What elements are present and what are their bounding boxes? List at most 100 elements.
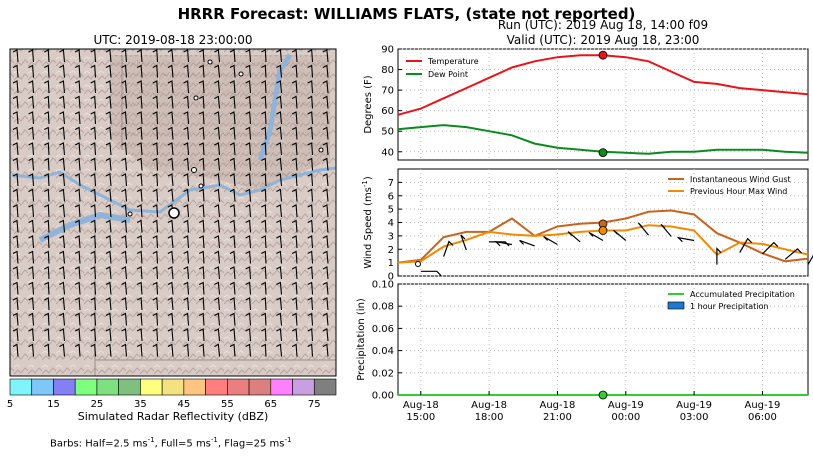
- map-wind-barb: [245, 142, 252, 156]
- map-wind-barb: [28, 266, 35, 280]
- map-stations: [127, 59, 324, 219]
- map-wind-barb: [74, 188, 81, 202]
- map-wind-barb: [105, 157, 112, 171]
- wind-barb: [784, 248, 802, 260]
- map-wind-barb: [229, 312, 236, 326]
- map-wind-barb: [105, 204, 112, 218]
- wind-barb: [588, 231, 604, 242]
- map-wind-barb: [245, 250, 252, 264]
- y-tick-label: 0.06: [372, 324, 394, 335]
- map-wind-barb: [291, 312, 298, 326]
- map-wind-barb: [229, 266, 236, 280]
- map-wind-barb: [183, 80, 190, 94]
- chart-title: HRRR Forecast: WILLIAMS FLATS, (state no…: [177, 5, 636, 23]
- map-wind-barb: [261, 266, 267, 280]
- map-wind-barb: [167, 281, 174, 295]
- map-wind-barb: [322, 312, 329, 326]
- map-wind-barb: [152, 204, 159, 218]
- map-wind-barb: [245, 111, 252, 125]
- map-wind-barb: [261, 126, 267, 140]
- x-tick-label-time: 15:00: [406, 412, 435, 423]
- map-wind-barb: [245, 173, 252, 187]
- map-wind-barb: [307, 188, 314, 202]
- map-wind-barb: [214, 64, 221, 78]
- map-wind-barb: [105, 281, 112, 295]
- y-tick-label: 7: [388, 178, 394, 189]
- wind-barb: [637, 222, 650, 236]
- map-wind-barb: [28, 142, 35, 156]
- map-wind-barb: [261, 250, 267, 264]
- map-wind-barb: [291, 235, 298, 249]
- y-tick-label: 0: [388, 272, 394, 283]
- map-wind-barb: [74, 173, 81, 187]
- map-wind-barb: [261, 64, 267, 78]
- map-wind-barb: [74, 235, 81, 249]
- map-wind-barb: [74, 111, 81, 125]
- map-wind-barb: [90, 266, 97, 280]
- y-axis-label: Precipitation (in): [356, 298, 367, 381]
- map-wind-barb: [105, 126, 112, 140]
- y-tick-label: 40: [381, 147, 394, 158]
- map-wind-barb: [12, 64, 19, 78]
- map-wind-barb: [152, 235, 159, 249]
- colorbar-swatch: [227, 378, 250, 396]
- map-wind-barb: [105, 95, 112, 109]
- map-wind-barb: [198, 111, 205, 125]
- map-wind-barb: [105, 312, 112, 326]
- colorbar-swatch: [270, 378, 293, 396]
- x-tick-label-time: 00:00: [611, 412, 640, 423]
- map-wind-barb: [44, 250, 50, 264]
- map-wind-barb: [59, 281, 66, 295]
- colorbar-tick-label: 55: [221, 399, 234, 410]
- x-tick-label-date: Aug-19: [608, 400, 644, 411]
- map-wind-barb: [307, 312, 314, 326]
- colorbar-swatch: [118, 378, 141, 396]
- y-tick-label: 0.08: [372, 302, 394, 313]
- y-tick-label: 6: [388, 191, 394, 202]
- map-wind-barb: [245, 343, 252, 357]
- map-wind-barb: [152, 126, 159, 140]
- map-wind-barb: [276, 219, 283, 233]
- legend-label: 1 hour Precipitation: [690, 302, 769, 311]
- map-wind-barb: [90, 126, 97, 140]
- wind-barb: [613, 229, 627, 241]
- map-wind-barb: [28, 95, 35, 109]
- map-wind-barb: [167, 266, 174, 280]
- map-wind-barb: [276, 80, 283, 94]
- map-wind-barb: [136, 80, 143, 94]
- map-wind-barb: [229, 111, 236, 125]
- map-wind-barb: [59, 126, 66, 140]
- map-wind-barb: [307, 111, 314, 125]
- map-wind-barb: [276, 343, 283, 357]
- run-time: Run (UTC): 2019 Aug 18, 14:00 f09: [497, 18, 709, 32]
- y-tick-label: 1: [388, 258, 394, 269]
- map-wind-barb: [136, 281, 143, 295]
- wind-barb: [420, 270, 442, 276]
- map-wind-barb: [167, 235, 174, 249]
- legend-label: Dew Point: [428, 70, 468, 79]
- map-wind-barb: [167, 173, 174, 187]
- map-wind-barb: [322, 343, 329, 357]
- map-wind-barb: [214, 297, 221, 311]
- map-wind-barb: [167, 49, 174, 63]
- map-wind-barb: [261, 49, 267, 63]
- map-wind-barb: [105, 111, 112, 125]
- map-wind-barb: [183, 235, 190, 249]
- map-wind-barb: [90, 204, 97, 218]
- x-tick-label-time: 06:00: [748, 412, 777, 423]
- map-wind-barb: [44, 111, 50, 125]
- map-wind-barb: [121, 281, 128, 295]
- map-title: UTC: 2019-08-18 23:00:00: [93, 33, 253, 47]
- map-wind-barb: [152, 188, 159, 202]
- legend-swatch: [667, 301, 685, 310]
- map-wind-barb: [291, 328, 298, 342]
- map-wind-barb: [322, 126, 329, 140]
- y-tick-label: 4: [388, 218, 394, 229]
- map-wind-barb: [183, 49, 190, 63]
- map-wind-barb: [105, 188, 112, 202]
- x-tick-label-date: Aug-18: [540, 400, 576, 411]
- colorbar-swatch: [205, 378, 228, 396]
- map-wind-barb: [307, 95, 314, 109]
- wind-barb: [519, 239, 535, 247]
- map-wind-barb: [322, 111, 329, 125]
